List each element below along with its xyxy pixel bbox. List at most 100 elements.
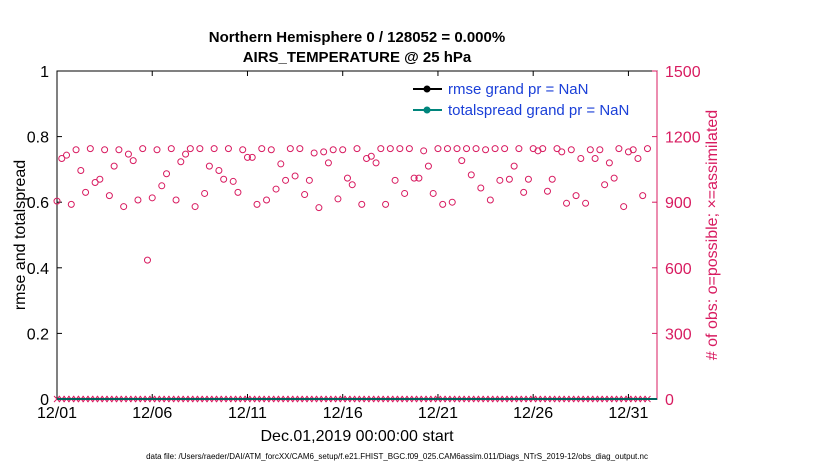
possible-point bbox=[382, 200, 390, 208]
possible-point bbox=[305, 176, 313, 184]
possible-point bbox=[391, 176, 399, 184]
possible-point bbox=[315, 204, 323, 212]
possible-point bbox=[448, 198, 456, 206]
possible-point bbox=[63, 151, 71, 159]
possible-point bbox=[415, 174, 423, 182]
possible-point bbox=[320, 148, 328, 156]
possible-point bbox=[472, 145, 480, 153]
possible-point bbox=[486, 196, 494, 204]
possible-point bbox=[277, 160, 285, 168]
possible-point bbox=[243, 153, 251, 161]
y-axis-right: 0 300 600 900 1200 1500 bbox=[652, 64, 701, 409]
possible-point bbox=[634, 154, 642, 162]
possible-point bbox=[58, 154, 66, 162]
possible-point bbox=[563, 199, 571, 207]
possible-point bbox=[210, 145, 218, 153]
possible-point bbox=[367, 152, 375, 160]
y-right-tick-label: 0 bbox=[665, 392, 674, 409]
possible-point bbox=[520, 188, 528, 196]
possible-point bbox=[639, 192, 647, 200]
possible-point bbox=[396, 145, 404, 153]
possible-point bbox=[572, 192, 580, 200]
possible-point bbox=[120, 203, 128, 211]
possible-point bbox=[539, 145, 547, 153]
possible-point bbox=[267, 146, 275, 154]
possible-point bbox=[353, 145, 361, 153]
x-tick-label: 12/21 bbox=[418, 405, 458, 422]
y-tick-label: 1 bbox=[40, 64, 49, 81]
possible-point bbox=[505, 175, 513, 183]
possible-point bbox=[582, 199, 590, 207]
possible-point bbox=[591, 154, 599, 162]
possible-point bbox=[215, 166, 223, 174]
possible-point bbox=[434, 145, 442, 153]
possible-point bbox=[567, 146, 575, 154]
y-axis-left: 0 0.2 0.4 0.6 0.8 1 bbox=[27, 64, 62, 409]
possible-point bbox=[229, 177, 237, 185]
x-tick-label: 12/16 bbox=[323, 405, 363, 422]
possible-point bbox=[301, 191, 309, 199]
possible-point bbox=[358, 200, 366, 208]
possible-point bbox=[72, 146, 80, 154]
x-tick-label: 12/11 bbox=[228, 405, 267, 422]
possible-point bbox=[291, 172, 299, 180]
possible-point bbox=[153, 146, 161, 154]
possible-point bbox=[148, 194, 156, 202]
possible-point bbox=[410, 174, 418, 182]
possible-point bbox=[453, 145, 461, 153]
possible-point bbox=[82, 188, 90, 196]
y-right-tick-label: 900 bbox=[665, 195, 692, 212]
possible-point bbox=[272, 185, 280, 193]
possible-point bbox=[296, 145, 304, 153]
possible-point bbox=[324, 159, 332, 167]
possible-point bbox=[110, 162, 118, 170]
possible-point bbox=[310, 149, 318, 157]
possible-point bbox=[253, 200, 261, 208]
possible-point bbox=[596, 146, 604, 154]
possible-point bbox=[334, 195, 342, 203]
y-axis-right-label: # of obs: o=possible; ×=assimilated bbox=[704, 110, 721, 360]
possible-point bbox=[105, 192, 113, 200]
possible-point bbox=[282, 176, 290, 184]
legend-rmse-label: rmse grand pr = NaN bbox=[448, 81, 588, 98]
possible-point bbox=[543, 187, 551, 195]
possible-point bbox=[424, 162, 432, 170]
possible-point bbox=[201, 189, 209, 197]
possible-point bbox=[191, 203, 199, 211]
possible-point bbox=[182, 150, 190, 158]
possible-point bbox=[558, 148, 566, 156]
possible-point bbox=[443, 145, 451, 153]
possible-point bbox=[134, 196, 142, 204]
possible-point bbox=[429, 189, 437, 197]
y-right-tick-label: 1200 bbox=[665, 130, 701, 147]
possible-point bbox=[439, 200, 447, 208]
possible-point bbox=[343, 174, 351, 182]
possible-point bbox=[515, 145, 523, 153]
y-right-tick-label: 1500 bbox=[665, 64, 701, 81]
possible-point bbox=[129, 157, 137, 165]
plot-area bbox=[56, 70, 658, 400]
legend-spread-marker bbox=[423, 106, 431, 114]
possible-point bbox=[101, 146, 109, 154]
possible-point bbox=[377, 145, 385, 153]
possible-point bbox=[548, 175, 556, 183]
possible-point bbox=[577, 154, 585, 162]
possible-point bbox=[286, 145, 294, 153]
possible-point bbox=[86, 145, 94, 153]
possible-point bbox=[329, 146, 337, 154]
legend: rmse grand pr = NaN totalspread grand pr… bbox=[413, 81, 629, 119]
possible-point bbox=[196, 145, 204, 153]
possible-point bbox=[601, 181, 609, 189]
possible-point bbox=[510, 162, 518, 170]
y-tick-label: 0.6 bbox=[27, 195, 49, 212]
possible-point bbox=[458, 157, 466, 165]
possible-point bbox=[167, 145, 175, 153]
possible-point bbox=[220, 175, 228, 183]
chart-subtitle: AIRS_TEMPERATURE @ 25 hPa bbox=[243, 49, 472, 66]
possible-point bbox=[477, 184, 485, 192]
possible-point bbox=[348, 181, 356, 189]
possible-point bbox=[53, 197, 61, 205]
x-tick-label: 12/06 bbox=[132, 405, 172, 422]
chart-title: Northern Hemisphere 0 / 128052 = 0.000% bbox=[209, 29, 505, 46]
